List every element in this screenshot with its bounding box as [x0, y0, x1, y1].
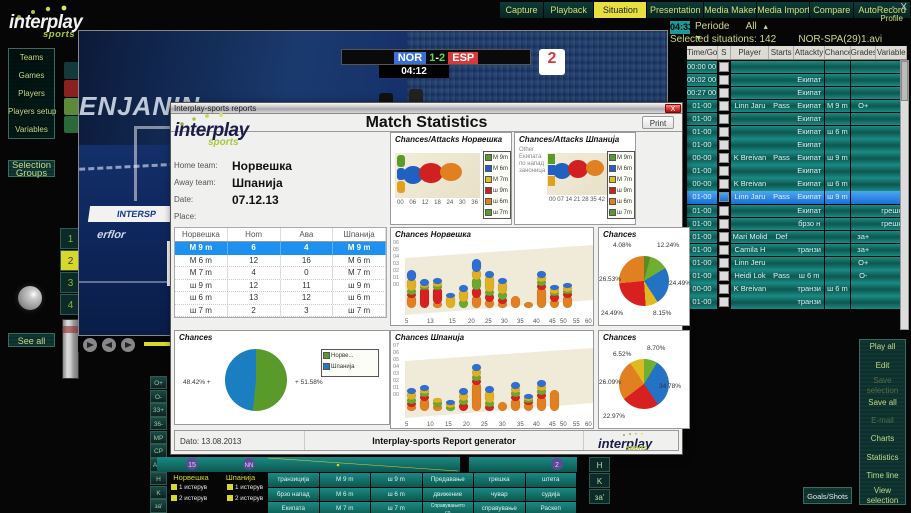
svg-text:30: 30	[499, 422, 506, 427]
svg-text:25: 25	[481, 422, 488, 427]
svg-text:NN: NN	[245, 463, 254, 469]
svg-text:25: 25	[485, 319, 492, 324]
svg-text:15: 15	[188, 462, 196, 469]
svg-text:30: 30	[501, 319, 508, 324]
svg-text:2: 2	[555, 462, 559, 469]
svg-text:60: 60	[585, 319, 592, 324]
svg-text:45: 45	[549, 422, 556, 427]
svg-text:15: 15	[445, 422, 452, 427]
svg-text:55: 55	[573, 422, 580, 427]
svg-text:20: 20	[468, 319, 475, 324]
svg-text:40: 40	[533, 319, 540, 324]
svg-text:60: 60	[585, 422, 592, 427]
svg-text:5: 5	[405, 319, 409, 324]
svg-text:15: 15	[449, 319, 456, 324]
svg-text:35: 35	[517, 319, 524, 324]
svg-text:10: 10	[427, 422, 434, 427]
svg-text:55: 55	[573, 319, 580, 324]
svg-text:13: 13	[427, 319, 434, 324]
svg-text:35: 35	[517, 422, 524, 427]
svg-text:50: 50	[560, 319, 567, 324]
svg-text:45: 45	[549, 319, 556, 324]
svg-text:50: 50	[560, 422, 567, 427]
svg-text:40: 40	[533, 422, 540, 427]
svg-text:5: 5	[405, 422, 409, 427]
svg-text:20: 20	[463, 422, 470, 427]
